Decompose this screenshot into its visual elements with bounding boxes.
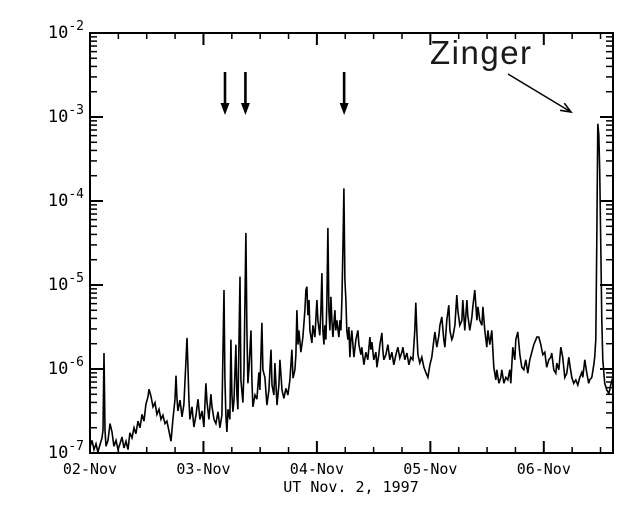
zinger-arrow-line bbox=[507, 73, 572, 113]
zinger-arrow-icon bbox=[507, 73, 573, 114]
x-axis-tick-labels: 02-Nov 03-Nov 04-Nov 05-Nov 06-Nov bbox=[63, 460, 571, 478]
flux-line bbox=[89, 123, 614, 453]
x-axis-title: UT Nov. 2, 1997 bbox=[283, 478, 418, 496]
down-arrow-head bbox=[220, 103, 230, 115]
event-marker-down-arrows bbox=[220, 72, 349, 115]
x-tick-label: 05-Nov bbox=[403, 460, 457, 478]
y-tick-label: 10-5 bbox=[48, 271, 84, 295]
down-arrow-head bbox=[240, 103, 250, 115]
x-tick-label: 06-Nov bbox=[517, 460, 571, 478]
y-tick-label: 10-6 bbox=[48, 355, 84, 379]
plot-frame bbox=[89, 32, 614, 454]
plot-border bbox=[89, 32, 614, 454]
flux-data-series-line bbox=[89, 123, 614, 453]
down-arrow-head bbox=[339, 103, 349, 115]
x-tick-label: 02-Nov bbox=[63, 460, 117, 478]
y-tick-label: 10-4 bbox=[48, 187, 84, 211]
zinger-annotation: Zinger bbox=[430, 34, 573, 114]
y-axis-tick-labels: 10-2 10-3 10-4 10-5 10-6 10-7 bbox=[48, 19, 84, 463]
zinger-arrow-head bbox=[559, 102, 573, 114]
y-tick-label: 10-7 bbox=[48, 439, 84, 463]
zinger-annotation-label: Zinger bbox=[430, 34, 533, 71]
axis-ticks bbox=[89, 32, 613, 454]
y-tick-label: 10-2 bbox=[48, 19, 84, 43]
y-tick-label: 10-3 bbox=[48, 103, 84, 127]
x-tick-label: 04-Nov bbox=[290, 460, 344, 478]
x-tick-label: 03-Nov bbox=[176, 460, 230, 478]
